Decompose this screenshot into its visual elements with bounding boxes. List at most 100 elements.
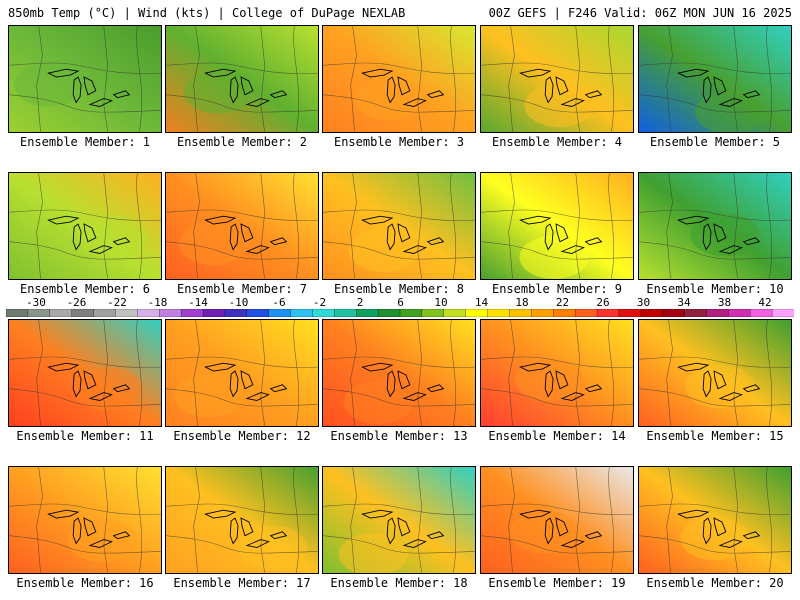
colorbar-segment	[531, 309, 554, 317]
temperature-blob	[343, 380, 413, 425]
temperature-blob	[348, 228, 418, 273]
ensemble-member-label: Ensemble Member: 13	[330, 429, 468, 443]
colorbar-segment	[574, 309, 598, 317]
isotherm-contours	[323, 467, 475, 573]
ensemble-member-map	[8, 172, 162, 280]
ensemble-member-map	[638, 25, 792, 133]
ensemble-member-label: Ensemble Member: 19	[488, 576, 626, 590]
colorbar-tick-label: -22	[107, 296, 127, 309]
ensemble-member-map	[322, 25, 476, 133]
temperature-blob	[68, 519, 138, 563]
ensemble-member-label: Ensemble Member: 8	[333, 282, 465, 296]
colorbar-segment	[27, 309, 51, 317]
temperature-blob	[514, 358, 584, 402]
model-run-info: 00Z GEFS | F246 Valid: 06Z MON JUN 16 20…	[488, 6, 792, 20]
isotherm-contours	[9, 467, 161, 573]
colorbar-segment	[71, 309, 95, 317]
great-lakes-outline	[677, 215, 761, 254]
great-lakes-outline	[361, 68, 445, 107]
colorbar-segment	[750, 309, 773, 317]
colorbar-tick-label: -2	[312, 296, 327, 309]
colorbar-segment	[662, 309, 686, 317]
colorbar-tick-label: 22	[555, 296, 570, 309]
colorbar-segment	[509, 309, 532, 317]
ensemble-member-label: Ensemble Member: 11	[16, 429, 154, 443]
colorbar-tick-label: -14	[188, 296, 208, 309]
temperature-blob	[680, 517, 750, 561]
colorbar-segment	[334, 309, 357, 317]
great-lakes-outline	[47, 215, 131, 254]
colorbar-segment	[49, 309, 73, 317]
colorbar-segment	[421, 309, 445, 317]
temperature-blob	[685, 365, 755, 409]
ensemble-member-map	[480, 172, 634, 280]
colorbar-segment	[399, 309, 423, 317]
colorbar-segment	[443, 309, 467, 317]
colorbar-segment	[224, 309, 248, 317]
ensemble-member-label: Ensemble Member: 4	[491, 135, 623, 149]
great-lakes-outline	[519, 68, 603, 107]
ensemble-member-label: Ensemble Member: 6	[19, 282, 151, 296]
isotherm-contours	[639, 467, 791, 573]
colorbar-segment	[377, 309, 401, 317]
great-lakes-outline	[47, 68, 131, 107]
colorbar-segment	[268, 309, 292, 317]
isotherm-contours	[323, 173, 475, 279]
ensemble-member-map	[8, 319, 162, 427]
chart-title: 850mb Temp (°C) | Wind (kts) | College o…	[8, 6, 406, 20]
great-lakes-outline	[677, 68, 761, 107]
ensemble-member-label: Ensemble Member: 20	[646, 576, 784, 590]
colorbar-tick-label: 26	[596, 296, 610, 309]
temperature-blob	[178, 222, 248, 266]
colorbar-segment	[706, 309, 729, 317]
ensemble-member-map	[165, 25, 319, 133]
isotherm-contours	[166, 467, 318, 573]
temperature-field	[166, 173, 318, 279]
isotherm-contours	[481, 173, 633, 279]
isotherm-contours	[323, 320, 475, 426]
ensemble-member-map	[322, 172, 476, 280]
isotherm-contours	[9, 320, 161, 426]
isotherm-contours	[481, 26, 633, 132]
temperature-blob	[173, 373, 243, 418]
colorbar-tick-label: 10	[434, 296, 448, 309]
ensemble-member-label: Ensemble Member: 5	[649, 135, 781, 149]
ensemble-member-label: Ensemble Member: 12	[173, 429, 311, 443]
colorbar-segment	[640, 309, 664, 317]
colorbar-tick-label: 38	[717, 296, 732, 309]
colorbar-segment	[487, 309, 511, 317]
ensemble-member-label: Ensemble Member: 2	[176, 135, 308, 149]
isotherm-contours	[323, 26, 475, 132]
ensemble-member-label: Ensemble Member: 16	[16, 576, 154, 590]
ensemble-member-map	[322, 319, 476, 427]
isotherm-contours	[481, 320, 633, 426]
ensemble-member-map	[8, 466, 162, 574]
ensemble-member-map	[165, 319, 319, 427]
colorbar-tick-label: 2	[356, 296, 364, 309]
ensemble-member-map	[322, 466, 476, 574]
ensemble-member-map	[480, 319, 634, 427]
isotherm-contours	[9, 26, 161, 132]
ensemble-member-label: Ensemble Member: 10	[646, 282, 784, 296]
colorbar-tick-label: 6	[397, 296, 404, 309]
great-lakes-outline	[361, 215, 445, 254]
great-lakes-outline	[204, 509, 288, 548]
isotherm-contours	[639, 173, 791, 279]
isotherm-contours	[166, 26, 318, 132]
colorbar-segment	[246, 309, 270, 317]
isotherm-contours	[166, 320, 318, 426]
colorbar-segment	[180, 309, 204, 317]
ensemble-member-label: Ensemble Member: 17	[173, 576, 311, 590]
great-lakes-outline	[519, 215, 603, 254]
great-lakes-outline	[519, 509, 603, 548]
temperature-blob	[695, 90, 765, 132]
ensemble-member-label: Ensemble Member: 14	[488, 429, 626, 443]
isotherm-contours	[481, 467, 633, 573]
colorbar-segment	[553, 309, 576, 317]
temperature-blob	[78, 215, 148, 259]
colorbar-segment	[465, 309, 489, 317]
colorbar-segment	[684, 309, 708, 317]
colorbar-tick-label: -6	[272, 296, 286, 309]
colorbar-segment	[312, 309, 335, 317]
temperature-blob	[238, 525, 308, 570]
